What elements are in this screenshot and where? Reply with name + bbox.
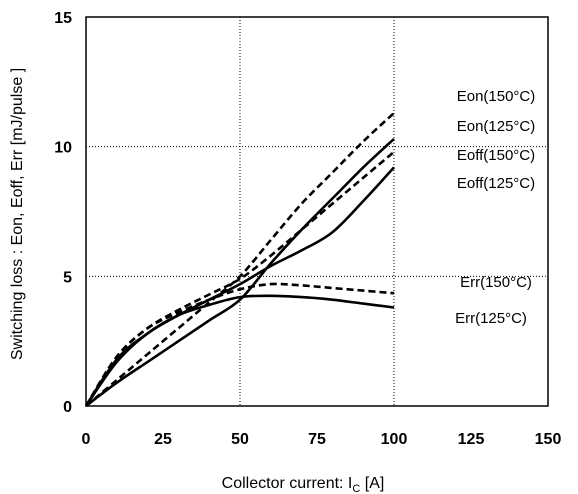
y-tick-label: 5 bbox=[63, 269, 72, 286]
x-tick-label: 100 bbox=[381, 431, 408, 448]
x-tick-label: 0 bbox=[82, 431, 91, 448]
x-axis-title-unit: [A] bbox=[360, 475, 384, 492]
series-line-5 bbox=[84, 282, 395, 407]
series-line-2 bbox=[85, 137, 395, 408]
x-tick-label: 25 bbox=[154, 431, 172, 448]
series-label: Eoff(125°C) bbox=[457, 175, 535, 192]
x-axis-title-main: Collector current: I bbox=[222, 475, 353, 492]
series-label: Eon(125°C) bbox=[457, 118, 536, 135]
axis-ticks: 0 25 50 75 100 125 150 0 5 10 15 bbox=[54, 10, 561, 448]
x-axis-title-subscript: C bbox=[352, 483, 360, 494]
x-tick-label: 75 bbox=[308, 431, 326, 448]
y-axis-title: Switching loss : Eon, Eoff, Err [mJ/puls… bbox=[9, 68, 26, 360]
x-tick-label: 125 bbox=[458, 431, 485, 448]
x-axis-title: Collector current: IC [A] bbox=[222, 475, 385, 494]
x-tick-label: 150 bbox=[535, 431, 562, 448]
series-label: Err(150°C) bbox=[460, 274, 532, 291]
x-tick-label: 50 bbox=[231, 431, 249, 448]
series-line-1 bbox=[85, 112, 395, 407]
series-label: Eoff(150°C) bbox=[457, 147, 535, 164]
series-label: Err(125°C) bbox=[455, 310, 527, 327]
grid bbox=[86, 17, 548, 406]
series-labels: Eon(150°C) Eon(125°C) Eoff(150°C) Eoff(125°… bbox=[455, 88, 535, 327]
y-tick-label: 10 bbox=[54, 140, 72, 157]
plot-area bbox=[85, 16, 549, 407]
series-line-6 bbox=[84, 294, 395, 407]
y-tick-label: 15 bbox=[54, 10, 72, 27]
series-label: Eon(150°C) bbox=[457, 88, 536, 105]
series-lines bbox=[84, 112, 395, 408]
y-tick-label: 0 bbox=[63, 399, 72, 416]
